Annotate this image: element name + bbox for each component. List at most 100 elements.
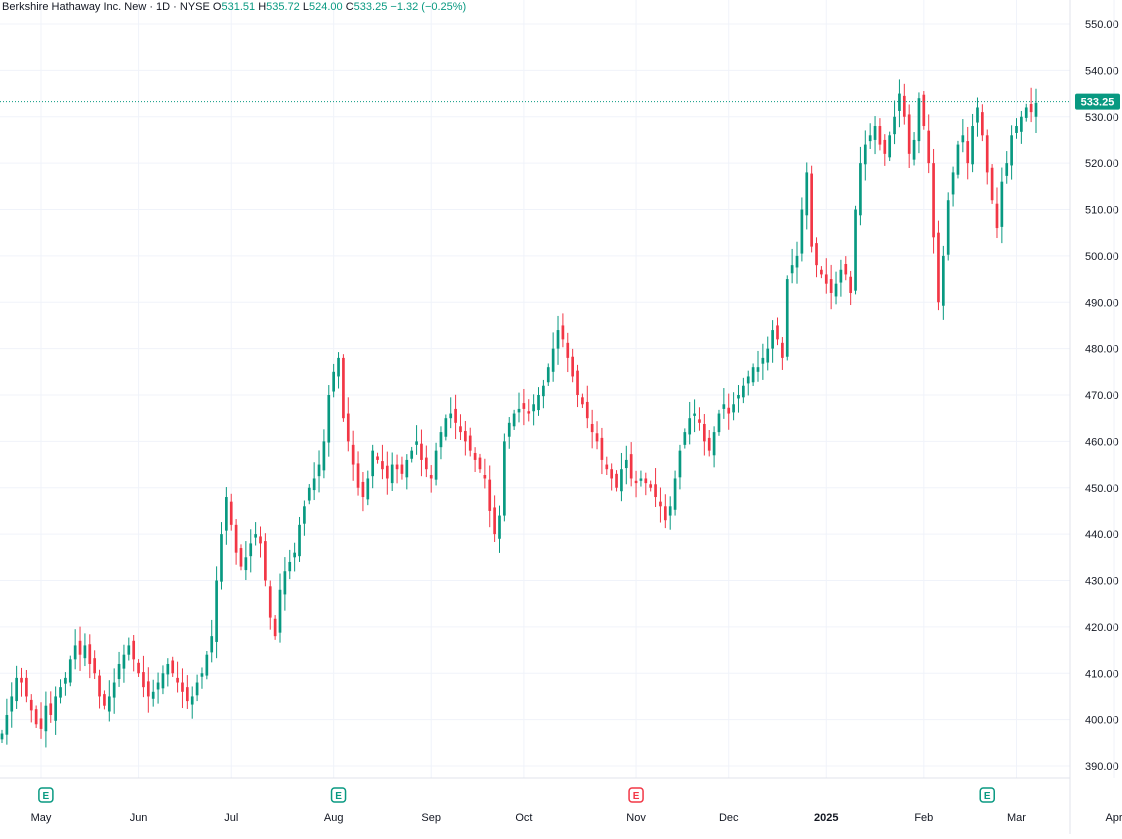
candle-body: [898, 93, 901, 111]
candle-body: [517, 408, 521, 413]
candle-body: [707, 437, 711, 451]
candle-body: [210, 636, 214, 653]
candle-body: [137, 662, 140, 674]
candle-body: [415, 441, 418, 445]
candle-body: [151, 691, 155, 699]
open-value: 531.51: [221, 1, 256, 13]
candle-body: [668, 506, 672, 516]
candle-body: [1024, 107, 1028, 118]
candle-body: [941, 255, 945, 306]
candle-body: [561, 325, 565, 340]
candle-body: [395, 464, 399, 470]
earnings-event-icon[interactable]: E: [628, 787, 644, 803]
candle-body: [859, 163, 862, 216]
candle-body: [83, 645, 87, 659]
candle-body: [629, 454, 633, 479]
candle-body: [473, 452, 477, 460]
y-tick-label: 520.00: [1085, 158, 1119, 170]
candle-body: [346, 413, 350, 442]
candle-body: [220, 534, 223, 582]
candle-body: [142, 672, 145, 688]
candle-body: [268, 586, 272, 618]
candle-body: [98, 675, 101, 697]
candle-body: [581, 397, 584, 405]
candle-body: [688, 418, 692, 435]
candle-body: [537, 395, 540, 411]
candle-body: [576, 370, 579, 395]
candle-body: [171, 660, 175, 674]
candle-body: [698, 419, 701, 423]
candle-body: [766, 348, 770, 363]
x-tick-label: Oct: [515, 812, 532, 824]
candle-body: [439, 432, 443, 448]
candle-body: [366, 478, 370, 500]
candle-body: [93, 658, 97, 674]
candle-body: [585, 401, 589, 419]
candle-body: [746, 376, 750, 384]
candle-body: [146, 681, 150, 697]
candle-body: [907, 114, 911, 154]
candle-body: [234, 524, 238, 553]
candle-body: [385, 465, 389, 479]
candle-body: [815, 243, 818, 266]
earnings-event-icon[interactable]: E: [38, 787, 54, 803]
candle-body: [785, 279, 789, 357]
candle-body: [15, 677, 18, 702]
candle-body: [264, 541, 267, 581]
candle-body: [566, 342, 570, 358]
candle-body: [712, 432, 716, 456]
candle-body: [478, 457, 482, 470]
candle-body: [595, 433, 599, 442]
y-tick-label: 500.00: [1085, 251, 1119, 263]
y-tick-label: 420.00: [1085, 622, 1119, 634]
symbol-title: Berkshire Hathaway Inc. New · 1D · NYSE: [2, 1, 210, 13]
earnings-event-icon[interactable]: E: [330, 787, 347, 803]
candle-body: [1015, 126, 1018, 133]
candle-body: [112, 682, 116, 698]
candle-body: [546, 367, 550, 383]
candle-body: [390, 464, 394, 484]
y-tick-label: 400.00: [1085, 715, 1119, 727]
candle-body: [449, 413, 453, 419]
candle-body: [0, 733, 4, 740]
candle-body: [995, 203, 999, 229]
candle-body: [229, 501, 233, 525]
candle-body: [512, 413, 516, 427]
candle-body: [781, 342, 784, 358]
candle-body: [805, 172, 809, 216]
x-tick-label: May: [31, 812, 52, 824]
candle-body: [844, 263, 848, 275]
candle-body: [200, 673, 204, 677]
last-price-badge: [1075, 93, 1120, 110]
candle-body: [605, 464, 609, 470]
high-label: H: [258, 1, 267, 13]
candle-body: [634, 480, 638, 484]
earnings-event-icon[interactable]: E: [979, 787, 995, 803]
candle-body: [878, 126, 882, 145]
candle-body: [644, 478, 648, 484]
candle-body: [1020, 116, 1023, 132]
x-tick-label: Feb: [914, 812, 933, 824]
candle-body: [854, 209, 857, 291]
candle-body: [620, 469, 623, 492]
open-label: O: [212, 1, 222, 13]
candle-body: [64, 677, 67, 684]
candle-body: [156, 682, 160, 690]
candle-body: [103, 694, 106, 706]
candle-body: [59, 687, 62, 698]
candle-body: [278, 589, 282, 633]
candle-body: [273, 618, 277, 637]
candle-body: [356, 463, 360, 488]
candle-body: [185, 687, 189, 702]
x-tick-label: Jul: [224, 812, 238, 824]
candle-body: [956, 144, 960, 175]
svg-text:E: E: [43, 791, 50, 802]
svg-text:E: E: [984, 791, 991, 802]
candle-body: [73, 645, 77, 660]
candle-body: [244, 557, 248, 571]
candle-body: [946, 200, 950, 255]
candle-body: [459, 426, 462, 433]
candle-body: [312, 478, 316, 491]
